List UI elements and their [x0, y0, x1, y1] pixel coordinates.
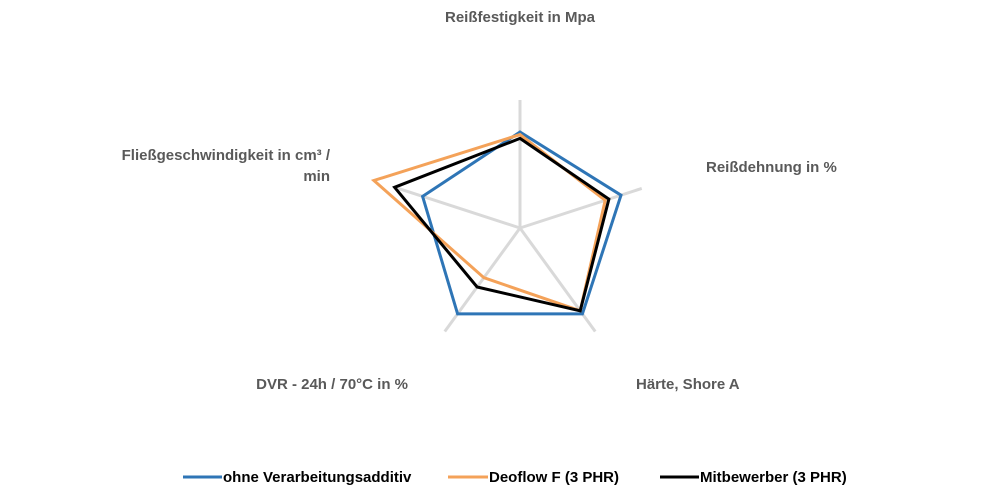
axis-label: DVR - 24h / 70°C in % — [256, 376, 408, 393]
axis-label: Härte, Shore A — [636, 376, 740, 393]
axis-label: Reißdehnung in % — [706, 159, 837, 176]
axis-spoke — [518, 227, 597, 333]
legend-label: Deoflow F (3 PHR) — [489, 469, 619, 486]
axis-spoke — [443, 227, 522, 333]
axis-label: Reißfestigkeit in Mpa — [445, 9, 596, 26]
axis-spoke — [519, 187, 643, 230]
series-line-1 — [420, 130, 623, 316]
legend-label: Mitbewerber (3 PHR) — [700, 469, 847, 486]
series-line-2 — [370, 132, 607, 313]
legend-label: ohne Verarbeitungsadditiv — [223, 469, 412, 486]
legend: ohne Verarbeitungsadditiv Deoflow F (3 PH… — [183, 469, 847, 486]
axis-labels: Reißfestigkeit in Mpa Reißdehnung in % Här… — [122, 9, 837, 393]
series-line-3 — [392, 136, 611, 313]
axis-spoke — [397, 187, 521, 230]
series-layer — [370, 130, 623, 316]
axis-label: Fließgeschwindigkeit in cm³ / min — [122, 147, 331, 185]
